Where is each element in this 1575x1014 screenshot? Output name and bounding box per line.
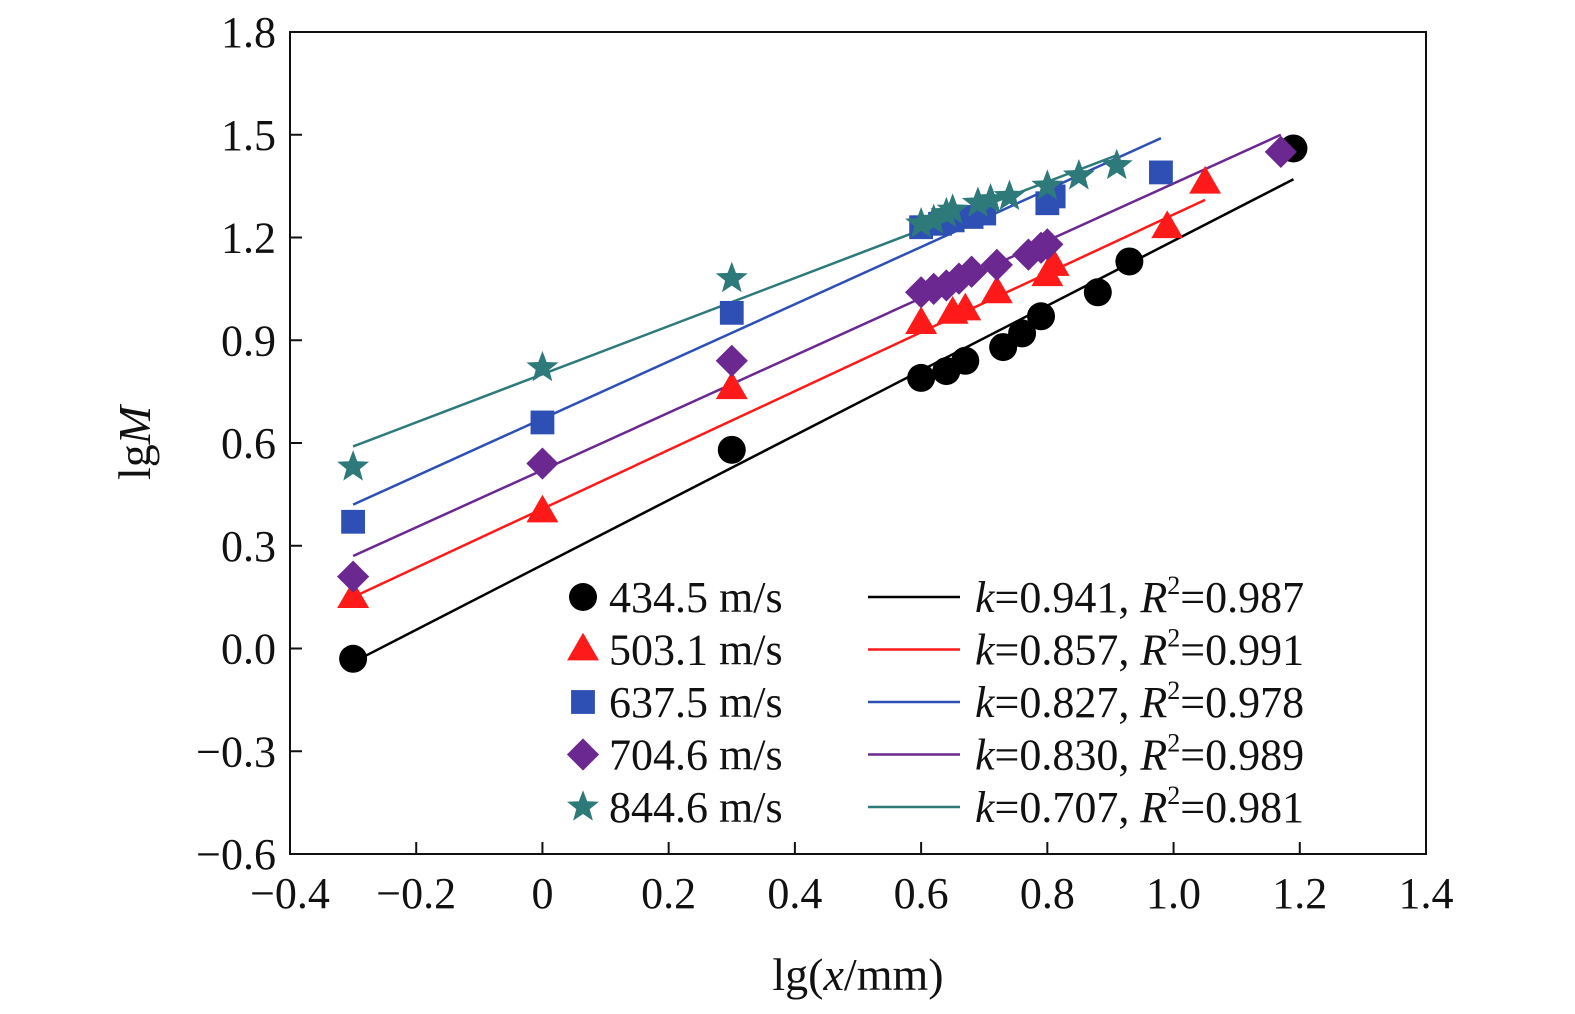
legend-series-name: 704.6 m/s bbox=[609, 731, 783, 780]
legend-marker bbox=[566, 738, 600, 771]
x-tick-label: 0.8 bbox=[1020, 869, 1075, 918]
data-point bbox=[337, 450, 370, 481]
legend: 434.5 m/s k=0.941, R2=0.987 503.1 m/s k=0.8… bbox=[566, 571, 1304, 832]
data-point bbox=[1264, 135, 1297, 168]
data-point bbox=[980, 275, 1013, 304]
y-tick-label: 1.5 bbox=[221, 111, 276, 160]
x-tick-label: 0.2 bbox=[641, 869, 696, 918]
x-tick-label: −0.4 bbox=[250, 869, 330, 918]
legend-marker bbox=[569, 583, 597, 611]
y-axis-label: lgM bbox=[109, 403, 160, 480]
data-point bbox=[936, 193, 969, 224]
x-tick-label: 0.4 bbox=[767, 869, 822, 918]
data-point bbox=[942, 262, 976, 295]
y-tick-label: 1.2 bbox=[221, 214, 276, 263]
data-point bbox=[1189, 165, 1222, 194]
data-point bbox=[1037, 248, 1070, 276]
data-point bbox=[930, 269, 963, 302]
y-tick-label: 0.9 bbox=[221, 316, 276, 365]
legend-series-name: 637.5 m/s bbox=[609, 678, 783, 727]
data-point bbox=[339, 644, 368, 673]
data-point bbox=[526, 350, 559, 382]
data-point bbox=[907, 363, 936, 392]
data-point bbox=[905, 207, 938, 238]
data-point bbox=[993, 179, 1026, 210]
y-tick-label: 0.6 bbox=[221, 419, 276, 468]
y-tick-label: 0.0 bbox=[221, 625, 276, 674]
x-axis: −0.4 −0.2 0 0.2 0.4 0.6 0.8 1.0 1.2 1.4 bbox=[250, 842, 1454, 918]
legend-marker bbox=[567, 790, 599, 821]
data-point bbox=[715, 371, 748, 400]
data-point bbox=[715, 261, 748, 293]
data-point bbox=[1031, 169, 1064, 200]
data-point bbox=[530, 410, 555, 435]
legend-fit-stats: k=0.707, R2=0.981 bbox=[975, 781, 1304, 832]
data-point bbox=[1062, 159, 1095, 190]
data-point bbox=[341, 509, 366, 534]
data-point bbox=[961, 186, 994, 217]
data-point bbox=[1031, 228, 1064, 261]
data-point bbox=[1100, 148, 1133, 180]
data-point bbox=[980, 248, 1013, 281]
data-point bbox=[917, 203, 950, 234]
x-tick-label: 0.6 bbox=[894, 869, 949, 918]
legend-series-name: 844.6 m/s bbox=[609, 783, 783, 832]
x-tick-label: 1.4 bbox=[1399, 869, 1454, 918]
legend-series-name: 503.1 m/s bbox=[609, 626, 783, 675]
legend-fit-stats: k=0.857, R2=0.991 bbox=[975, 624, 1304, 675]
x-axis-label: lg(x/mm) bbox=[772, 949, 943, 1000]
y-axis: −0.6 −0.3 0.0 0.3 0.6 0.9 1.2 1.5 1.8 bbox=[196, 8, 302, 879]
data-points bbox=[337, 134, 1308, 673]
data-point bbox=[1149, 160, 1173, 185]
data-point bbox=[955, 255, 988, 288]
legend-marker bbox=[567, 632, 599, 661]
data-point bbox=[949, 292, 982, 321]
data-point bbox=[905, 306, 938, 335]
data-point bbox=[717, 435, 746, 464]
data-point bbox=[1083, 278, 1112, 307]
legend-fit-stats: k=0.827, R2=0.978 bbox=[975, 676, 1304, 727]
data-point bbox=[337, 560, 370, 593]
data-point bbox=[1151, 210, 1184, 239]
data-point bbox=[1008, 319, 1037, 348]
x-tick-label: 0 bbox=[531, 869, 553, 918]
data-point bbox=[526, 494, 559, 523]
data-point bbox=[337, 580, 370, 609]
x-tick-label: 1.0 bbox=[1146, 869, 1201, 918]
data-point bbox=[1027, 302, 1056, 331]
data-point bbox=[974, 183, 1007, 214]
y-tick-label: 1.8 bbox=[221, 8, 276, 57]
legend-marker bbox=[571, 690, 595, 714]
legend-fit-stats: k=0.830, R2=0.989 bbox=[975, 729, 1304, 780]
data-point bbox=[719, 300, 744, 325]
y-tick-label: 0.3 bbox=[221, 522, 276, 571]
data-point bbox=[715, 344, 748, 377]
data-point bbox=[526, 447, 559, 480]
fit-line bbox=[352, 137, 1162, 506]
y-tick-label: −0.6 bbox=[196, 830, 276, 879]
data-point bbox=[1115, 247, 1144, 276]
data-point bbox=[951, 346, 980, 375]
y-tick-label: −0.3 bbox=[196, 727, 276, 776]
legend-series-name: 434.5 m/s bbox=[609, 573, 783, 622]
x-tick-label: 1.2 bbox=[1272, 869, 1327, 918]
x-tick-label: −0.2 bbox=[376, 869, 456, 918]
legend-fit-stats: k=0.941, R2=0.987 bbox=[975, 571, 1304, 622]
fit-line bbox=[352, 133, 1282, 558]
